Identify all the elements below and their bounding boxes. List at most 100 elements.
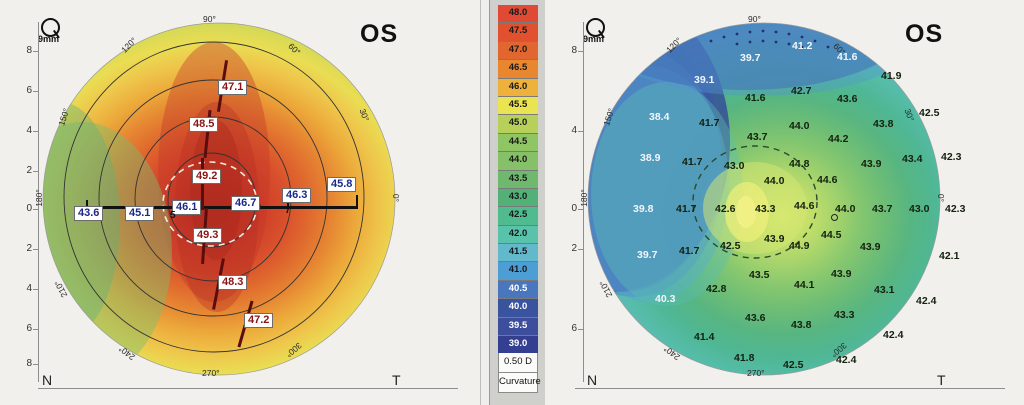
right-y-tick-4t: 4 xyxy=(571,125,577,136)
right-nasal-label: N xyxy=(587,372,598,388)
left-ytick-mark-8 xyxy=(33,329,39,330)
left-y-tick-4t: 4 xyxy=(26,125,32,136)
scale-band-label: 39.0 xyxy=(508,338,528,350)
right-grid-value: 42.4 xyxy=(836,354,857,366)
scale-band-label: 48.0 xyxy=(508,7,528,18)
scale-band-47.5[interactable]: 47.5 xyxy=(498,23,538,42)
scale-band-label: 44.5 xyxy=(508,135,528,147)
left-ytick-mark-2 xyxy=(33,91,39,92)
scale-band-44.5[interactable]: 44.5 xyxy=(498,133,538,153)
scale-band-label: 43.0 xyxy=(508,190,528,202)
right-grid-value: 43.3 xyxy=(834,309,855,321)
scale-band-43.5[interactable]: 43.5 xyxy=(498,170,538,189)
right-grid-value: 43.8 xyxy=(873,118,894,130)
left-callout-semi-meridian[interactable]: 45.1 xyxy=(125,206,155,221)
scale-name-box[interactable]: Curvature xyxy=(498,373,541,393)
right-grid-value: 43.9 xyxy=(860,241,881,253)
right-ytick-mark-8 xyxy=(578,329,584,330)
scale-band-39.0[interactable]: 39.0 xyxy=(498,336,538,355)
left-y-tick-6b: 6 xyxy=(26,323,32,334)
scale-band-label: 44.0 xyxy=(508,154,528,166)
magnifier-icon[interactable]: 9mm xyxy=(38,18,68,52)
left-x-axis xyxy=(38,388,458,389)
left-callout-steep-sector[interactable]: 47.2 xyxy=(244,313,274,328)
right-ytick-mark-1 xyxy=(578,51,584,52)
scale-band-label: 42.0 xyxy=(508,227,528,239)
left-callout-semi-meridian[interactable]: 46.7 xyxy=(231,196,261,211)
scale-band-label: 41.5 xyxy=(508,246,528,258)
scale-band-44.0[interactable]: 44.0 xyxy=(498,152,538,171)
right-grid-value: 41.7 xyxy=(676,203,697,215)
scale-band-40.0[interactable]: 40.0 xyxy=(498,299,538,318)
left-nasal-label: N xyxy=(42,372,53,388)
scale-step-box: 0.50 D xyxy=(498,353,538,373)
scale-band-label: 45.0 xyxy=(508,117,528,129)
scale-band-47.0[interactable]: 47.0 xyxy=(498,41,538,61)
right-x-axis xyxy=(575,388,1005,389)
right-grid-value: 38.4 xyxy=(649,111,670,123)
left-deg-270: 270° xyxy=(202,368,220,378)
scale-band-42.5[interactable]: 42.5 xyxy=(498,207,538,226)
scale-band-45.5[interactable]: 45.5 xyxy=(498,96,538,116)
zoom-diameter-label-right: 9mm xyxy=(583,34,605,44)
right-grid-value: 42.8 xyxy=(706,283,727,295)
right-grid-value: 41.7 xyxy=(682,156,703,168)
scale-band-45.0[interactable]: 45.0 xyxy=(498,115,538,134)
right-grid-value: 44.1 xyxy=(794,279,815,291)
right-grid-value: 42.4 xyxy=(883,329,904,341)
right-grid-value: 41.9 xyxy=(881,70,902,82)
right-temporal-label: T xyxy=(937,372,946,388)
scale-band-41.0[interactable]: 41.0 xyxy=(498,262,538,281)
left-callout-semi-meridian[interactable]: 43.6 xyxy=(74,206,104,221)
horizontal-meridian-line xyxy=(86,206,356,209)
left-ytick-mark-5 xyxy=(33,209,39,210)
scale-band-42.0[interactable]: 42.0 xyxy=(498,225,538,245)
scale-band-39.5[interactable]: 39.5 xyxy=(498,317,538,337)
left-callout-semi-meridian[interactable]: 46.3 xyxy=(282,188,312,203)
right-grid-value: 42.1 xyxy=(939,250,960,262)
left-curvature-disc[interactable] xyxy=(42,22,397,377)
left-callout-steep-sector[interactable]: 47.1 xyxy=(218,80,248,95)
left-callout-semi-meridian[interactable]: 45.8 xyxy=(327,177,357,192)
right-y-tick-6b: 6 xyxy=(571,323,577,334)
right-grid-value: 41.7 xyxy=(699,117,720,129)
right-map-center-marker xyxy=(831,214,838,221)
left-callout-steep-sector[interactable]: 49.3 xyxy=(193,228,223,243)
left-callout-steep-sector[interactable]: 49.2 xyxy=(192,169,222,184)
right-grid-value: 39.1 xyxy=(694,74,715,86)
left-y-tick-2t: 2 xyxy=(26,165,32,176)
left-callout-steep-sector[interactable]: 48.3 xyxy=(218,275,248,290)
left-eye-label: OS xyxy=(360,20,399,48)
scale-band-43.0[interactable]: 43.0 xyxy=(498,188,538,208)
scale-step-label: 0.50 D xyxy=(504,356,532,367)
right-grid-value: 43.9 xyxy=(861,158,882,170)
scale-band-48.0[interactable]: 48.0 xyxy=(498,5,538,24)
right-grid-value: 43.1 xyxy=(874,284,895,296)
right-grid-value: 43.8 xyxy=(791,319,812,331)
right-grid-value: 42.3 xyxy=(941,151,962,163)
scale-band-41.5[interactable]: 41.5 xyxy=(498,244,538,263)
right-grid-value: 44.6 xyxy=(817,174,838,186)
scale-band-label: 40.0 xyxy=(508,301,528,313)
right-ytick-mark-6 xyxy=(578,249,584,250)
scale-band-label: 43.5 xyxy=(508,172,528,184)
left-ytick-mark-1 xyxy=(33,51,39,52)
scale-band-label: 42.5 xyxy=(508,209,528,221)
scale-band-label: 47.0 xyxy=(508,43,528,55)
left-y-tick-8b: 8 xyxy=(26,358,32,369)
right-eye-label: OS xyxy=(905,20,944,48)
scale-band-40.5[interactable]: 40.5 xyxy=(498,280,538,300)
color-scale-panel[interactable]: 48.0 47.5 47.0 46.5 46.0 45.5 45.0 44.5 44.0 43.5… xyxy=(489,0,547,405)
scale-band-46.0[interactable]: 46.0 xyxy=(498,78,538,97)
scale-band-46.5[interactable]: 46.5 xyxy=(498,60,538,79)
magnifier-icon-right[interactable]: 9mm xyxy=(583,18,613,52)
right-grid-value: 44.2 xyxy=(828,133,849,145)
right-grid-value: 44.0 xyxy=(764,175,785,187)
scale-band-label: 40.5 xyxy=(508,282,528,294)
right-grid-value: 42.7 xyxy=(791,85,812,97)
left-callout-steep-sector[interactable]: 48.5 xyxy=(189,117,219,132)
left-callout-semi-meridian[interactable]: 46.1 xyxy=(172,200,202,215)
left-y-tick-6t: 6 xyxy=(26,85,32,96)
right-grid-value: 43.9 xyxy=(764,233,785,245)
right-grid-value: 44.9 xyxy=(789,240,810,252)
